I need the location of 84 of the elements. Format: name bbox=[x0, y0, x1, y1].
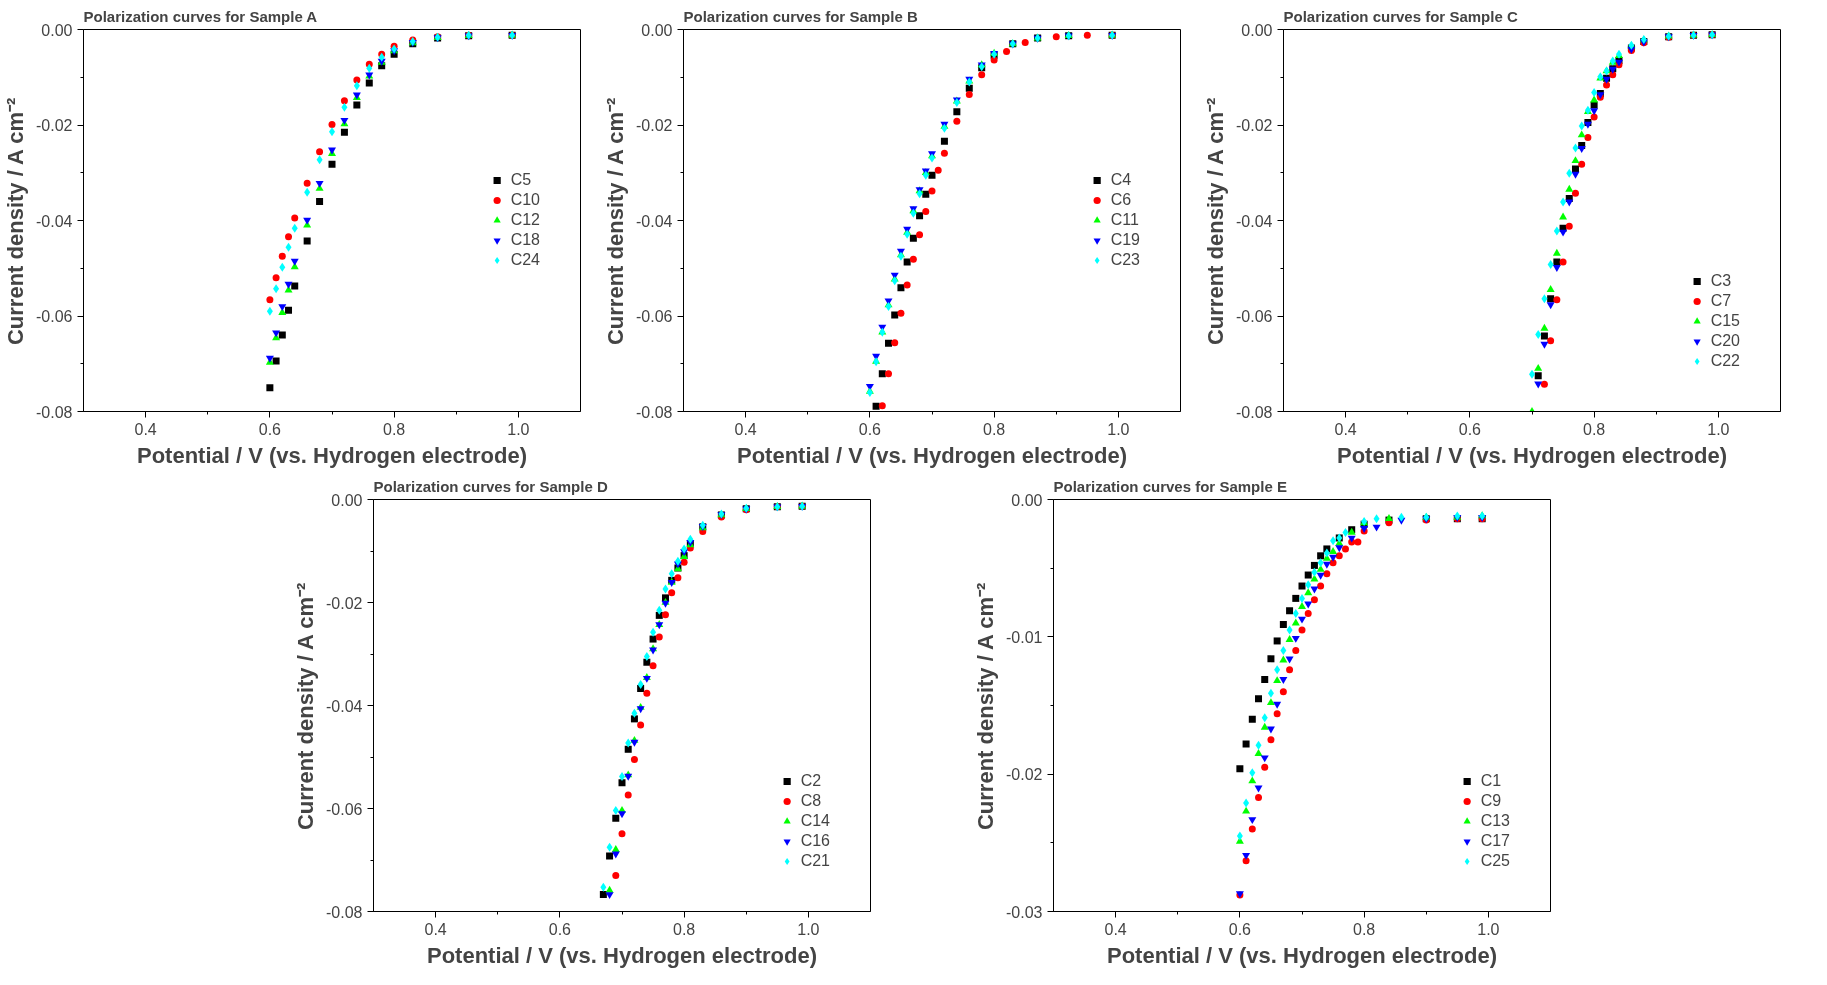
x-tick-label: 0.4 bbox=[134, 420, 157, 438]
y-tick-label: -0.06 bbox=[636, 308, 673, 325]
y-tick-label: -0.04 bbox=[636, 212, 673, 230]
x-tick-label: 1.0 bbox=[797, 920, 820, 938]
y-tick-label: -0.02 bbox=[1236, 117, 1273, 134]
x-axis-title: Potential / V (vs. Hydrogen electrode) bbox=[1107, 942, 1497, 968]
y-tick-label: -0.08 bbox=[1236, 403, 1273, 421]
x-tick-label: 0.8 bbox=[673, 920, 696, 938]
y-tick-label: 0.00 bbox=[331, 491, 363, 509]
x-axis-title: Potential / V (vs. Hydrogen electrode) bbox=[427, 942, 817, 968]
chart-title: Polarization curves for Sample D bbox=[373, 477, 608, 495]
legend-label: C11 bbox=[1110, 211, 1139, 229]
y-tick-label: -0.06 bbox=[326, 800, 363, 818]
x-tick-label: 0.6 bbox=[258, 420, 282, 438]
x-tick-label: 0.4 bbox=[1334, 420, 1357, 438]
chart-title: Polarization curves for Sample A bbox=[83, 7, 318, 25]
x-axis-title: Potential / V (vs. Hydrogen electrode) bbox=[137, 442, 527, 468]
y-tick-label: -0.02 bbox=[636, 117, 673, 134]
x-tick-label: 1.0 bbox=[1707, 420, 1730, 438]
y-tick-label: -0.01 bbox=[1006, 628, 1043, 646]
y-tick-label: -0.06 bbox=[36, 308, 73, 325]
x-tick-label: 0.6 bbox=[548, 920, 572, 938]
legend-label: C25 bbox=[1480, 852, 1510, 870]
y-tick-label: -0.04 bbox=[326, 697, 363, 715]
legend-label: C9 bbox=[1480, 792, 1502, 810]
y-axis-title: Current density / A cm⁻² bbox=[293, 582, 319, 831]
x-tick-label: 0.8 bbox=[983, 420, 1006, 438]
y-tick-label: -0.03 bbox=[1006, 903, 1043, 921]
y-tick-label: -0.06 bbox=[1236, 308, 1273, 325]
legend-label: C17 bbox=[1480, 832, 1510, 850]
legend-label: C8 bbox=[800, 792, 822, 810]
y-tick-label: -0.04 bbox=[1236, 212, 1273, 230]
chart-title: Polarization curves for Sample C bbox=[1283, 7, 1518, 25]
x-tick-label: 0.8 bbox=[1353, 920, 1376, 938]
legend-label: C10 bbox=[510, 191, 540, 209]
legend-label: C4 bbox=[1110, 171, 1132, 189]
x-axis-title: Potential / V (vs. Hydrogen electrode) bbox=[1337, 442, 1727, 468]
y-tick-label: -0.02 bbox=[1006, 766, 1043, 784]
x-tick-label: 0.4 bbox=[734, 420, 757, 438]
legend-label: C6 bbox=[1110, 191, 1132, 209]
legend-label: C1 bbox=[1480, 772, 1502, 790]
legend-label: C2 bbox=[800, 772, 822, 790]
legend-label: C13 bbox=[1480, 812, 1510, 830]
x-tick-label: 1.0 bbox=[507, 420, 530, 438]
legend-label: C18 bbox=[510, 231, 540, 249]
y-tick-label: 0.00 bbox=[641, 21, 673, 39]
x-tick-label: 1.0 bbox=[1477, 920, 1500, 938]
x-tick-label: 0.8 bbox=[1583, 420, 1606, 438]
x-tick-label: 0.4 bbox=[1104, 920, 1127, 938]
y-axis-title: Current density / A cm⁻² bbox=[973, 582, 999, 831]
x-tick-label: 0.4 bbox=[424, 920, 447, 938]
x-tick-label: 1.0 bbox=[1107, 420, 1130, 438]
chart-title: Polarization curves for Sample B bbox=[683, 7, 918, 25]
legend-label: C7 bbox=[1710, 292, 1732, 310]
legend-label: C19 bbox=[1110, 231, 1140, 249]
legend-label: C23 bbox=[1110, 251, 1140, 269]
legend-label: C21 bbox=[800, 852, 830, 870]
legend-label: C15 bbox=[1710, 312, 1740, 330]
legend-label: C12 bbox=[510, 211, 540, 229]
legend-label: C16 bbox=[800, 832, 830, 850]
legend-label: C5 bbox=[510, 171, 532, 189]
y-axis-title: Current density / A cm⁻² bbox=[3, 97, 29, 346]
y-tick-label: 0.00 bbox=[41, 21, 73, 39]
y-tick-label: 0.00 bbox=[1011, 491, 1043, 509]
x-tick-label: 0.8 bbox=[383, 420, 406, 438]
legend-label: C22 bbox=[1710, 352, 1740, 370]
legend-label: C24 bbox=[510, 251, 540, 269]
y-tick-label: 0.00 bbox=[1241, 21, 1273, 39]
y-axis-title: Current density / A cm⁻² bbox=[603, 97, 629, 346]
legend-label: C3 bbox=[1710, 272, 1732, 290]
y-tick-label: -0.08 bbox=[636, 403, 673, 421]
x-tick-label: 0.6 bbox=[1228, 920, 1252, 938]
y-tick-label: -0.02 bbox=[36, 117, 73, 134]
y-tick-label: -0.04 bbox=[36, 212, 73, 230]
y-axis-title: Current density / A cm⁻² bbox=[1203, 97, 1229, 346]
x-tick-label: 0.6 bbox=[858, 420, 882, 438]
y-tick-label: -0.08 bbox=[326, 903, 363, 921]
legend-label: C14 bbox=[800, 812, 830, 830]
chart-title: Polarization curves for Sample E bbox=[1053, 477, 1287, 495]
legend-label: C20 bbox=[1710, 332, 1740, 350]
x-tick-label: 0.6 bbox=[1458, 420, 1482, 438]
x-axis-title: Potential / V (vs. Hydrogen electrode) bbox=[737, 442, 1127, 468]
y-tick-label: -0.08 bbox=[36, 403, 73, 421]
y-tick-label: -0.02 bbox=[326, 594, 363, 612]
